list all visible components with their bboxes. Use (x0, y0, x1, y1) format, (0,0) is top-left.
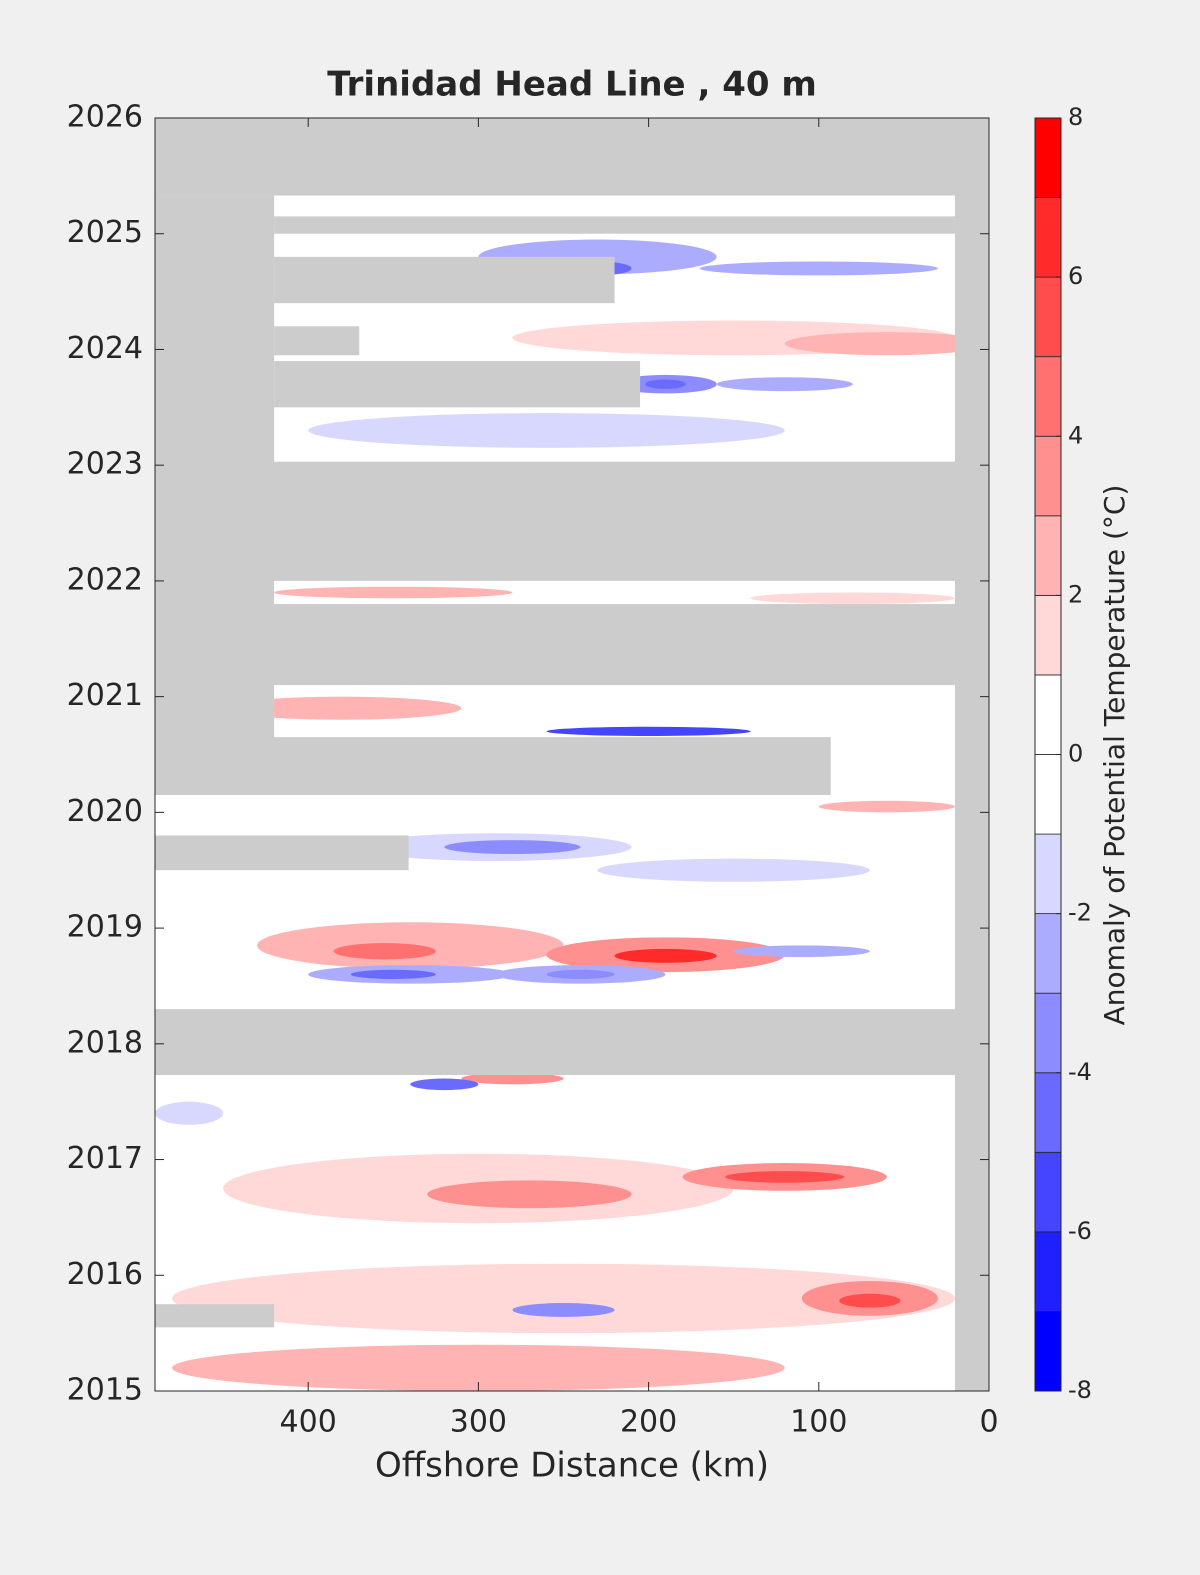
no-data-mask (274, 256, 615, 304)
contour-patch (614, 948, 717, 963)
y-tick-label: 2023 (67, 447, 143, 482)
colorbar-band (1034, 913, 1062, 994)
chart-title: Trinidad Head Line , 40 m (327, 65, 817, 105)
contour-patch (410, 1078, 479, 1091)
y-tick-label: 2019 (67, 910, 143, 945)
contour-patch (716, 377, 853, 392)
contour-patch (546, 726, 751, 736)
y-tick-label: 2025 (67, 215, 143, 250)
contour-patch (333, 943, 436, 960)
contour-patch (427, 1180, 632, 1209)
y-tick-label: 2022 (67, 562, 143, 597)
contour-patch (750, 592, 955, 605)
no-data-mask (155, 835, 409, 871)
x-tick-label: 0 (979, 1405, 998, 1440)
contour-patch (818, 800, 955, 813)
no-data-mask (155, 118, 989, 196)
contour-patch (308, 413, 785, 448)
colorbar-band (1034, 1151, 1062, 1233)
x-tick-label: 400 (280, 1405, 337, 1440)
contour-patch (172, 1263, 955, 1334)
no-data-mask (155, 1009, 989, 1076)
contour-patch (223, 696, 462, 720)
no-data-mask (274, 216, 955, 234)
no-data-mask (274, 361, 641, 408)
y-tick-label: 2024 (67, 331, 143, 366)
colorbar-tick-label: -8 (1068, 1376, 1092, 1404)
colorbar-tick-label: 2 (1068, 580, 1083, 608)
contour-patch (733, 945, 870, 958)
y-tick-label: 2016 (67, 1257, 143, 1292)
colorbar-tick-label: 4 (1068, 421, 1083, 449)
contour-patch (546, 969, 615, 980)
y-tick-label: 2026 (67, 100, 143, 135)
colorbar-tick-label: -4 (1068, 1058, 1092, 1086)
contour-patch (444, 840, 581, 855)
colorbar-band (1034, 276, 1062, 358)
contour-patch (784, 332, 989, 356)
x-tick-label: 300 (450, 1405, 507, 1440)
x-axis-label: Offshore Distance (km) (375, 1446, 769, 1486)
no-data-mask (954, 118, 989, 1391)
contour-patch (172, 1344, 785, 1391)
contour-patch (512, 1303, 615, 1317)
plot-content (155, 118, 989, 1391)
plot-frame (154, 117, 990, 1392)
y-tick-label: 2021 (67, 678, 143, 713)
x-tick-label: 100 (790, 1405, 847, 1440)
contour-patch (725, 1171, 845, 1183)
colorbar-band (1034, 674, 1062, 755)
contour-patch (839, 1293, 901, 1308)
no-data-mask (274, 326, 360, 356)
no-data-mask (155, 461, 989, 581)
y-tick-label: 2020 (67, 794, 143, 829)
contour-patch (350, 969, 436, 980)
no-data-mask (155, 604, 989, 686)
contour-patch (461, 1072, 564, 1085)
colorbar-band (1034, 435, 1062, 517)
y-tick-label: 2018 (67, 1025, 143, 1060)
colorbar-tick-label: 8 (1068, 103, 1083, 131)
contour-patch (645, 379, 687, 389)
colorbar-label: Anomaly of Potential Temperature (°C) (1098, 485, 1131, 1026)
colorbar-band (1034, 1231, 1062, 1312)
no-data-mask (155, 737, 831, 796)
y-tick-label: 2015 (67, 1373, 143, 1408)
colorbar-band (1034, 992, 1062, 1074)
colorbar-band (1034, 515, 1062, 596)
colorbar-tick-label: 0 (1068, 740, 1083, 768)
colorbar-band (1034, 356, 1062, 437)
colorbar-tick-label: 6 (1068, 262, 1083, 290)
contour-patch (274, 586, 513, 599)
x-tick-label: 200 (620, 1405, 677, 1440)
colorbar-band (1034, 117, 1062, 198)
contour-patch (699, 261, 938, 276)
colorbar-band (1034, 1311, 1062, 1392)
colorbar-band (1034, 833, 1062, 915)
y-tick-label: 2017 (67, 1141, 143, 1176)
colorbar-band (1034, 754, 1062, 835)
no-data-mask (155, 1304, 275, 1328)
colorbar-band (1034, 594, 1062, 676)
contour-patch (597, 858, 870, 882)
colorbar-tick-label: -2 (1068, 899, 1092, 927)
colorbar-tick-label: -6 (1068, 1217, 1092, 1245)
colorbar-band (1034, 197, 1062, 278)
colorbar-band (1034, 1072, 1062, 1153)
contour-patch (155, 1101, 224, 1125)
